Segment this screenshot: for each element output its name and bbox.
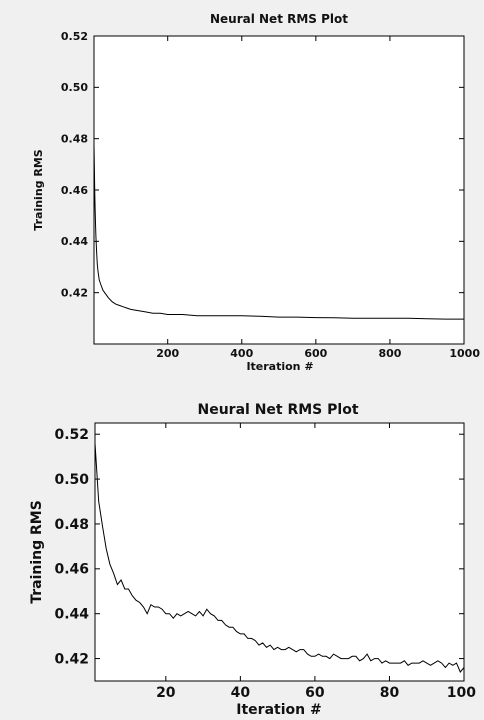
chart-2-x-tick-label: 20 [156,685,176,701]
chart-1-ylabel: Training RMS [32,149,45,230]
chart-1-x-axis: 200 400 600 800 1000 [156,36,480,360]
chart-2-y-tick-label: 0.52 [54,427,89,443]
chart-2-y-tick-label: 0.48 [54,517,89,533]
chart-2-y-tick-label: 0.42 [54,651,89,667]
chart-1-x-tick-label: 600 [304,347,327,360]
chart-2-x-tick-label: 40 [231,685,251,701]
chart-1-y-tick-label: 0.48 [61,133,88,146]
chart-1: Neural Net RMS Plot Training RMS Iterati… [32,12,480,373]
chart-2-x-tick-label: 80 [380,685,400,701]
chart-2: Neural Net RMS Plot Training RMS Iterati… [29,402,476,718]
chart-1-x-tick-label: 800 [378,347,401,360]
chart-2-title: Neural Net RMS Plot [197,402,358,418]
chart-1-x-tick-label: 1000 [449,347,480,360]
chart-2-ylabel: Training RMS [29,500,45,604]
chart-2-x-axis: 20 40 60 80 100 [156,423,476,701]
chart-1-x-tick-label: 200 [156,347,179,360]
chart-2-x-tick-label: 60 [305,685,325,701]
chart-1-title: Neural Net RMS Plot [210,12,348,26]
chart-2-y-tick-label: 0.50 [54,472,89,488]
chart-1-series-line [93,143,464,320]
chart-1-plot-frame [93,35,465,345]
chart-1-y-tick-label: 0.50 [61,81,88,94]
chart-1-y-tick-label: 0.46 [61,184,88,197]
chart-2-plot-frame [94,422,465,682]
chart-2-y-axis: 0.42 0.44 0.46 0.48 0.50 0.52 [54,427,464,667]
chart-2-xlabel: Iteration # [236,702,321,718]
chart-2-series-line [94,443,465,673]
chart-1-y-axis: 0.42 0.44 0.46 0.48 0.50 0.52 [61,30,464,300]
chart-2-y-tick-label: 0.46 [54,562,89,578]
chart-2-y-tick-label: 0.44 [54,607,89,623]
chart-1-y-tick-label: 0.42 [61,287,88,300]
chart-1-xlabel: Iteration # [246,360,313,373]
chart-1-y-tick-label: 0.52 [61,30,88,43]
chart-2-x-tick-label: 100 [447,685,476,701]
chart-1-x-tick-label: 400 [230,347,253,360]
chart-1-y-tick-label: 0.44 [61,235,88,248]
